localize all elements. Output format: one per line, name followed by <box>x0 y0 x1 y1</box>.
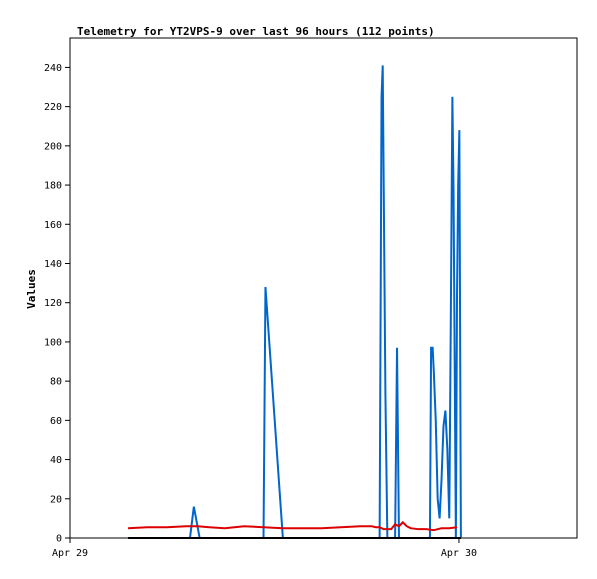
series-line-0 <box>128 65 462 539</box>
y-tick-label-5: 100 <box>44 337 62 348</box>
y-axis-label: Values <box>25 269 38 309</box>
series-layer <box>127 65 462 539</box>
y-axis-ticks: 0 20 40 60 80 100 120 140 160 180 200 220 240 <box>44 63 70 545</box>
y-tick-label-6: 120 <box>44 298 62 309</box>
y-tick-label-3: 60 <box>50 416 62 427</box>
series-line-1 <box>127 520 458 532</box>
y-tick-label-2: 40 <box>50 455 62 466</box>
y-tick-label-1: 20 <box>50 494 62 505</box>
y-tick-label-11: 220 <box>44 102 62 113</box>
y-tick-label-10: 200 <box>44 141 62 152</box>
y-tick-label-7: 140 <box>44 259 62 270</box>
x-axis-ticks: Apr 29 Apr 30 <box>52 538 477 559</box>
y-tick-label-8: 160 <box>44 220 62 231</box>
y-tick-label-4: 80 <box>50 377 62 388</box>
plot-area-frame <box>69 37 578 539</box>
chart-title: Telemetry for YT2VPS-9 over last 96 hour… <box>77 25 435 38</box>
y-tick-label-0: 0 <box>56 534 62 545</box>
y-tick-label-12: 240 <box>44 63 62 74</box>
y-tick-label-9: 180 <box>44 181 62 192</box>
x-tick-label-1: Apr 30 <box>441 548 477 559</box>
x-tick-label-0: Apr 29 <box>52 548 88 559</box>
